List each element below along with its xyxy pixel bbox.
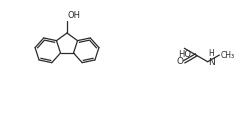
Text: CH₃: CH₃ — [220, 50, 235, 60]
Text: OH: OH — [68, 11, 81, 20]
Text: N: N — [208, 58, 215, 67]
Text: H: H — [208, 49, 214, 58]
Text: HO: HO — [178, 50, 191, 59]
Text: O: O — [176, 57, 183, 66]
